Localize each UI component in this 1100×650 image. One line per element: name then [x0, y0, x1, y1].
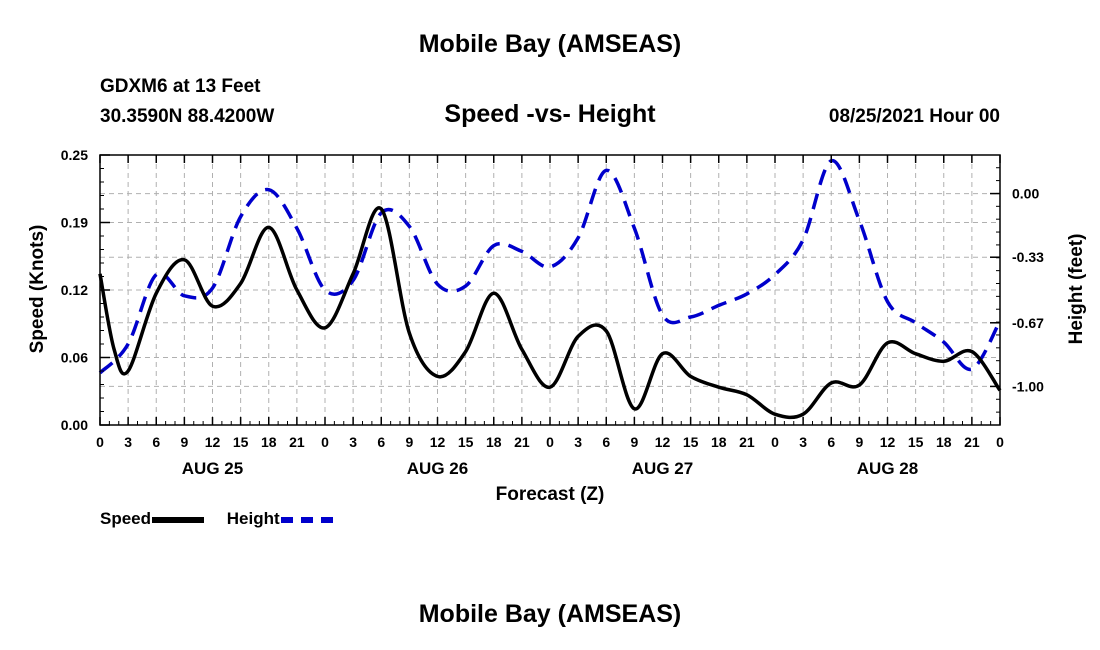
- x-tick-label: 15: [458, 434, 474, 450]
- day-label: AUG 25: [182, 459, 243, 478]
- right-tick-label: -0.67: [1012, 315, 1044, 331]
- x-tick-label: 6: [602, 434, 610, 450]
- page-title-bottom: Mobile Bay (AMSEAS): [418, 600, 682, 628]
- x-tick-label: 21: [514, 434, 530, 450]
- day-label: AUG 28: [857, 459, 918, 478]
- x-tick-label: 3: [349, 434, 357, 450]
- x-tick-label: 21: [289, 434, 305, 450]
- series-line-speed: [98, 206, 1002, 420]
- x-tick-label: 6: [827, 434, 835, 450]
- station-label: GDXM6 at 13 Feet: [100, 76, 261, 97]
- x-tick-label: 15: [233, 434, 249, 450]
- issue-time: 08/25/2021 Hour 00: [828, 106, 1000, 127]
- left-tick-label: 0.19: [61, 215, 88, 231]
- axis-ticks: 0 3 6 9 12 15 18 21 0 3 6 9 12 15 18 21 0 3 6 9 12 15 18 21 0 3 6 9…: [61, 147, 1044, 478]
- day-label: AUG 26: [407, 459, 468, 478]
- x-tick-label: 9: [630, 434, 638, 450]
- x-tick-label: 3: [574, 434, 582, 450]
- station-coordinates: 30.3590N 88.4200W: [100, 106, 275, 127]
- legend-height-swatch: [280, 516, 333, 523]
- x-tick-label: 3: [124, 434, 132, 450]
- x-tick-label: 18: [486, 434, 502, 450]
- page-title-top: Mobile Bay (AMSEAS): [418, 30, 682, 58]
- right-tick-label: -0.33: [1012, 249, 1044, 265]
- left-tick-label: 0.25: [61, 147, 88, 163]
- series-layer: [98, 159, 1002, 420]
- x-tick-label: 15: [908, 434, 924, 450]
- x-tick-label: 12: [430, 434, 446, 450]
- x-tick-label: 9: [855, 434, 863, 450]
- x-tick-label: 15: [683, 434, 699, 450]
- legend: Speed Height: [100, 509, 351, 529]
- right-tick-label: -1.00: [1012, 378, 1044, 394]
- left-tick-label: 0.12: [61, 282, 88, 298]
- left-tick-label: 0.00: [61, 417, 88, 433]
- legend-height-label: Height: [226, 509, 280, 528]
- right-axis-title: Height (feet): [1066, 234, 1087, 345]
- day-label: AUG 27: [632, 459, 693, 478]
- x-tick-label: 3: [799, 434, 807, 450]
- x-tick-label: 12: [205, 434, 221, 450]
- x-tick-label: 0: [321, 434, 329, 450]
- x-tick-label: 12: [655, 434, 671, 450]
- legend-item-height: Height: [227, 509, 333, 529]
- x-tick-label: 18: [261, 434, 277, 450]
- x-tick-label: 21: [964, 434, 980, 450]
- x-tick-label: 21: [739, 434, 755, 450]
- x-tick-label: 18: [711, 434, 727, 450]
- chart-title: Speed -vs- Height: [444, 100, 656, 128]
- x-tick-label: 0: [96, 434, 104, 450]
- x-tick-label: 0: [996, 434, 1004, 450]
- x-tick-label: 0: [546, 434, 554, 450]
- right-tick-label: 0.00: [1012, 186, 1039, 202]
- x-tick-label: 6: [377, 434, 385, 450]
- x-tick-label: 12: [880, 434, 896, 450]
- legend-item-speed: Speed: [100, 509, 205, 529]
- x-tick-label: 9: [405, 434, 413, 450]
- legend-speed-label: Speed: [100, 509, 152, 528]
- legend-speed-swatch: [152, 516, 205, 523]
- x-tick-label: 6: [152, 434, 160, 450]
- x-tick-label: 9: [180, 434, 188, 450]
- left-tick-label: 0.06: [61, 350, 88, 366]
- x-axis-title: Forecast (Z): [496, 484, 605, 505]
- series-line-height: [98, 159, 1002, 375]
- x-tick-label: 18: [936, 434, 952, 450]
- left-axis-title: Speed (Knots): [27, 225, 48, 354]
- x-tick-label: 0: [771, 434, 779, 450]
